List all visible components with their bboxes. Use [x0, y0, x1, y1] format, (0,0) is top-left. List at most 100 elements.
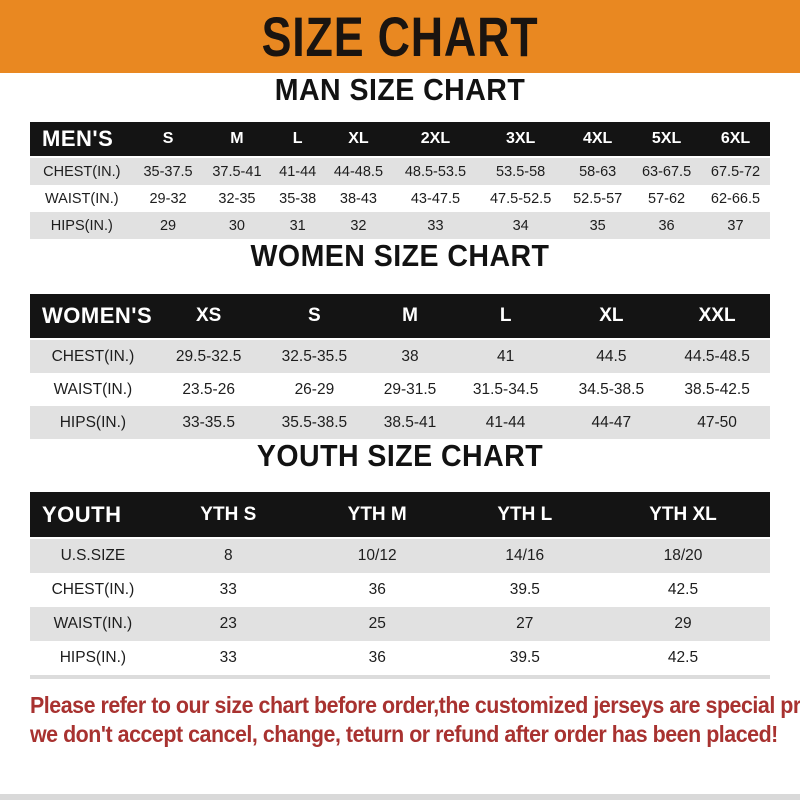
column-header: M [202, 122, 272, 158]
size-cell: 41 [452, 339, 559, 373]
size-cell: 29-31.5 [367, 373, 453, 406]
men-size-table-wrap: MEN'S S M L XL 2XL 3XL 4XL 5XL 6XL CHEST(IN.) 35-37… [0, 122, 800, 239]
size-cell: 36 [300, 641, 454, 677]
column-header: L [452, 294, 559, 340]
size-cell: 35-37.5 [133, 157, 203, 185]
size-cell: 38.5-42.5 [664, 373, 770, 406]
size-cell: 35 [563, 212, 633, 239]
table-row: CHEST(IN.) 35-37.5 37.5-41 41-44 44-48.5 48.5… [30, 157, 770, 185]
table-row: WAIST(IN.) 29-32 32-35 35-38 38-43 43-47.5 47.… [30, 185, 770, 212]
size-cell: 42.5 [595, 641, 770, 677]
column-header: XXL [664, 294, 770, 340]
size-cell: 41-44 [271, 157, 324, 185]
size-cell: 44-48.5 [323, 157, 393, 185]
size-cell: 52.5-57 [563, 185, 633, 212]
column-header: 2XL [392, 122, 479, 158]
table-row: WAIST(IN.) 23 25 27 29 [30, 607, 770, 641]
column-header: XS [155, 294, 262, 340]
row-label: U.S.SIZE [30, 538, 156, 573]
column-header: L [271, 122, 324, 158]
table-header-row: WOMEN'S XS S M L XL XXL [30, 294, 770, 340]
column-header: M [367, 294, 453, 340]
size-cell: 32-35 [202, 185, 272, 212]
column-header: XL [558, 294, 665, 340]
footer-note-line2: we don't accept cancel, change, teturn o… [30, 721, 778, 747]
size-cell: 29 [595, 607, 770, 641]
size-cell: 41-44 [452, 406, 559, 439]
size-cell: 47-50 [664, 406, 770, 439]
section-women: WOMEN SIZE CHART WOMEN'S XS S M L XL XXL CHEST(… [0, 239, 800, 439]
size-cell: 10/12 [300, 538, 454, 573]
column-header: S [133, 122, 203, 158]
banner-title: SIZE CHART [261, 4, 539, 68]
section-youth: YOUTH SIZE CHART YOUTH YTH S YTH M YTH L YTH… [0, 439, 800, 679]
youth-size-table: YOUTH YTH S YTH M YTH L YTH XL U.S.SIZE 8 10/12… [30, 492, 770, 679]
size-cell: 29 [133, 212, 203, 239]
size-cell: 62-66.5 [701, 185, 770, 212]
size-cell: 33 [155, 573, 301, 607]
size-cell: 67.5-72 [701, 157, 770, 185]
footer-note: Please refer to our size chart before or… [30, 691, 800, 749]
women-size-table: WOMEN'S XS S M L XL XXL CHEST(IN.) 29.5-32.5 32.5… [30, 294, 770, 439]
row-label: HIPS(IN.) [30, 212, 134, 239]
size-cell: 44.5 [558, 339, 665, 373]
size-cell: 53.5-58 [478, 157, 564, 185]
size-cell: 57-62 [632, 185, 701, 212]
table-row: HIPS(IN.) 29 30 31 32 33 34 35 36 37 [30, 212, 770, 239]
women-size-chart-heading: WOMEN SIZE CHART [250, 238, 550, 273]
column-header: YTH L [453, 492, 596, 539]
size-cell: 38 [367, 339, 453, 373]
size-cell: 36 [632, 212, 701, 239]
size-cell: 47.5-52.5 [478, 185, 564, 212]
row-label: CHEST(IN.) [30, 573, 156, 607]
size-cell: 33 [392, 212, 479, 239]
size-cell: 36 [300, 573, 454, 607]
size-cell: 25 [300, 607, 454, 641]
youth-size-table-wrap: YOUTH YTH S YTH M YTH L YTH XL U.S.SIZE 8 10/12… [0, 492, 800, 679]
row-label: WAIST(IN.) [30, 607, 156, 641]
size-cell: 33 [155, 641, 301, 677]
size-cell: 31 [271, 212, 324, 239]
column-header: 3XL [478, 122, 564, 158]
column-header: YTH XL [595, 492, 770, 539]
size-cell: 48.5-53.5 [392, 157, 479, 185]
size-cell: 27 [453, 607, 596, 641]
size-cell: 39.5 [453, 573, 596, 607]
size-cell: 14/16 [453, 538, 596, 573]
size-cell: 29.5-32.5 [155, 339, 262, 373]
size-cell: 8 [155, 538, 301, 573]
women-size-table-wrap: WOMEN'S XS S M L XL XXL CHEST(IN.) 29.5-32.5 32.5… [0, 294, 800, 439]
table-row: U.S.SIZE 8 10/12 14/16 18/20 [30, 538, 770, 573]
row-label: WAIST(IN.) [30, 185, 134, 212]
table-corner-label: MEN'S [30, 122, 134, 158]
size-cell: 23 [155, 607, 301, 641]
row-label: CHEST(IN.) [30, 157, 134, 185]
table-row: HIPS(IN.) 33 36 39.5 42.5 [30, 641, 770, 677]
size-cell: 31.5-34.5 [452, 373, 559, 406]
section-men: MAN SIZE CHART MEN'S S M L XL 2XL 3XL 4XL 5XL 6XL… [0, 73, 800, 239]
column-header: YTH M [300, 492, 454, 539]
column-header: 5XL [632, 122, 701, 158]
size-cell: 33-35.5 [155, 406, 262, 439]
size-cell: 38-43 [323, 185, 393, 212]
size-cell: 34 [478, 212, 564, 239]
size-cell: 63-67.5 [632, 157, 701, 185]
size-cell: 35-38 [271, 185, 324, 212]
size-cell: 32.5-35.5 [261, 339, 368, 373]
size-cell: 23.5-26 [155, 373, 262, 406]
bottom-strip [0, 794, 800, 800]
size-cell: 29-32 [133, 185, 203, 212]
row-label: CHEST(IN.) [30, 339, 156, 373]
size-cell: 18/20 [595, 538, 770, 573]
youth-size-chart-heading: YOUTH SIZE CHART [256, 438, 544, 473]
column-header: 6XL [701, 122, 770, 158]
table-corner-label: WOMEN'S [30, 294, 156, 340]
men-size-table: MEN'S S M L XL 2XL 3XL 4XL 5XL 6XL CHEST(IN.) 35-37… [30, 122, 770, 239]
size-cell: 39.5 [453, 641, 596, 677]
size-cell: 35.5-38.5 [261, 406, 368, 439]
size-cell: 42.5 [595, 573, 770, 607]
size-cell: 44-47 [558, 406, 665, 439]
size-cell: 44.5-48.5 [664, 339, 770, 373]
footer-note-line1: Please refer to our size chart before or… [30, 692, 800, 718]
